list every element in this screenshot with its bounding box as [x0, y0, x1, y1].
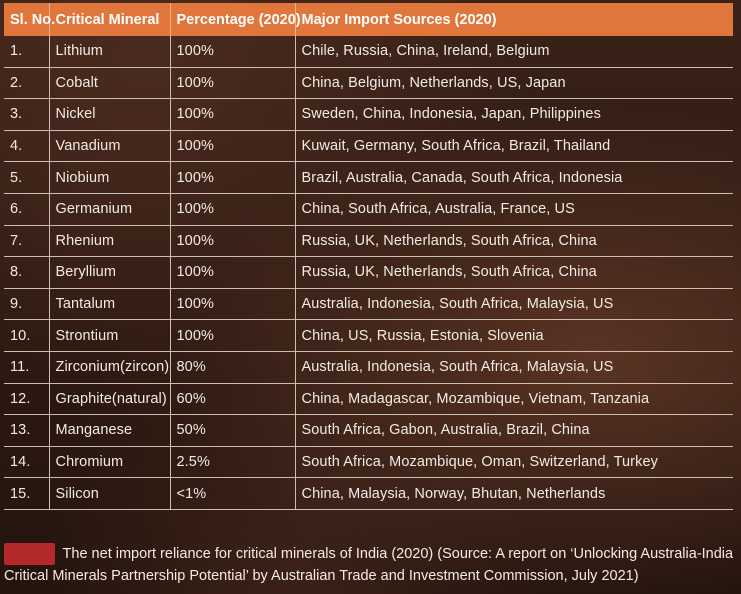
table-caption: Table 2 The net import reliance for crit… [4, 543, 737, 587]
table-row: 14. Chromium 2.5% South Africa, Mozambique,… [4, 446, 733, 479]
caption-label: Table 2 [4, 543, 55, 565]
percentage-cell: 100% [170, 256, 296, 289]
sl-no-cell: 7. [4, 225, 50, 258]
import-reliance-table-container: Sl. No. Critical Mineral Percentage (202… [4, 3, 733, 510]
percentage-cell: 100% [170, 319, 296, 352]
sources-cell: Australia, Indonesia, South Africa, Mala… [295, 288, 733, 321]
sources-cell: China, South Africa, Australia, France, … [295, 193, 733, 226]
table-body: 1. Lithium 100% Chile, Russia, China, Irela… [4, 36, 733, 510]
mineral-cell: Germanium [49, 193, 171, 226]
sl-no-cell: 5. [4, 161, 50, 194]
mineral-cell: Beryllium [49, 256, 171, 289]
table-row: 13. Manganese 50% South Africa, Gabon, Aust… [4, 414, 733, 447]
sources-cell: China, Belgium, Netherlands, US, Japan [295, 67, 733, 100]
sources-cell: China, Malaysia, Norway, Bhutan, Netherl… [295, 477, 733, 510]
percentage-cell: 100% [170, 288, 296, 321]
sources-cell: Russia, UK, Netherlands, South Africa, C… [295, 225, 733, 258]
table-header-row: Sl. No. Critical Mineral Percentage (202… [4, 3, 733, 36]
percentage-cell: 100% [170, 193, 296, 226]
sources-cell: South Africa, Gabon, Australia, Brazil, … [295, 414, 733, 447]
header-import-sources: Major Import Sources (2020) [295, 3, 733, 36]
percentage-cell: 100% [170, 225, 296, 258]
header-percentage: Percentage (2020) [170, 3, 301, 36]
sl-no-cell: 1. [4, 36, 50, 68]
table-row: 12. Graphite(natural) 60% China, Madagascar… [4, 383, 733, 416]
table-row: 3. Nickel 100% Sweden, China, Indonesia, Ja… [4, 98, 733, 131]
sources-cell: Sweden, China, Indonesia, Japan, Philipp… [295, 98, 733, 131]
table-row: 11. Zirconium(zircon) 80% Australia, Indone… [4, 351, 733, 384]
header-critical-mineral: Critical Mineral [49, 3, 171, 36]
caption-text: The net import reliance for critical min… [4, 546, 734, 584]
import-reliance-table: Sl. No. Critical Mineral Percentage (202… [4, 3, 733, 510]
table-row: 9. Tantalum 100% Australia, Indonesia, Sout… [4, 288, 733, 321]
table-row: 5. Niobium 100% Brazil, Australia, Canada, … [4, 161, 733, 194]
percentage-cell: 50% [170, 414, 296, 447]
sl-no-cell: 8. [4, 256, 50, 289]
percentage-cell: 100% [170, 36, 296, 68]
sl-no-cell: 2. [4, 67, 50, 100]
mineral-cell: Niobium [49, 161, 171, 194]
mineral-cell: Chromium [49, 446, 171, 479]
sources-cell: Brazil, Australia, Canada, South Africa,… [295, 161, 733, 194]
percentage-cell: 2.5% [170, 446, 296, 479]
mineral-cell: Manganese [49, 414, 171, 447]
mineral-cell: Cobalt [49, 67, 171, 100]
sources-cell: Russia, UK, Netherlands, South Africa, C… [295, 256, 733, 289]
table-row: 15. Silicon <1% China, Malaysia, Norway, Bh… [4, 477, 733, 510]
mineral-cell: Graphite(natural) [49, 383, 171, 416]
percentage-cell: 100% [170, 67, 296, 100]
sl-no-cell: 14. [4, 446, 50, 479]
sl-no-cell: 6. [4, 193, 50, 226]
sources-cell: China, Madagascar, Mozambique, Vietnam, … [295, 383, 733, 416]
mineral-cell: Nickel [49, 98, 171, 131]
percentage-cell: 100% [170, 130, 296, 163]
sources-cell: Australia, Indonesia, South Africa, Mala… [295, 351, 733, 384]
percentage-cell: 100% [170, 98, 296, 131]
sl-no-cell: 11. [4, 351, 50, 384]
sl-no-cell: 12. [4, 383, 50, 416]
table-row: 8. Beryllium 100% Russia, UK, Netherlands, … [4, 256, 733, 289]
percentage-cell: 80% [170, 351, 296, 384]
mineral-cell: Zirconium(zircon) [49, 351, 171, 384]
table-row: 2. Cobalt 100% China, Belgium, Netherlands,… [4, 67, 733, 100]
sl-no-cell: 9. [4, 288, 50, 321]
mineral-cell: Tantalum [49, 288, 171, 321]
mineral-cell: Lithium [49, 36, 171, 68]
table-row: 1. Lithium 100% Chile, Russia, China, Irela… [4, 36, 733, 68]
table-row: 10. Strontium 100% China, US, Russia, Eston… [4, 319, 733, 352]
table-row: 7. Rhenium 100% Russia, UK, Netherlands, So… [4, 225, 733, 258]
sources-cell: Chile, Russia, China, Ireland, Belgium [295, 36, 733, 68]
table-row: 6. Germanium 100% China, South Africa, Aust… [4, 193, 733, 226]
sl-no-cell: 10. [4, 319, 50, 352]
header-sl-no: Sl. No. [4, 3, 55, 36]
percentage-cell: 60% [170, 383, 296, 416]
mineral-cell: Silicon [49, 477, 171, 510]
percentage-cell: 100% [170, 161, 296, 194]
sources-cell: South Africa, Mozambique, Oman, Switzerl… [295, 446, 733, 479]
sl-no-cell: 15. [4, 477, 50, 510]
table-row: 4. Vanadium 100% Kuwait, Germany, South Afr… [4, 130, 733, 163]
sl-no-cell: 3. [4, 98, 50, 131]
sl-no-cell: 13. [4, 414, 50, 447]
sources-cell: Kuwait, Germany, South Africa, Brazil, T… [295, 130, 733, 163]
sources-cell: China, US, Russia, Estonia, Slovenia [295, 319, 733, 352]
mineral-cell: Strontium [49, 319, 171, 352]
mineral-cell: Rhenium [49, 225, 171, 258]
percentage-cell: <1% [170, 477, 296, 510]
mineral-cell: Vanadium [49, 130, 171, 163]
sl-no-cell: 4. [4, 130, 50, 163]
